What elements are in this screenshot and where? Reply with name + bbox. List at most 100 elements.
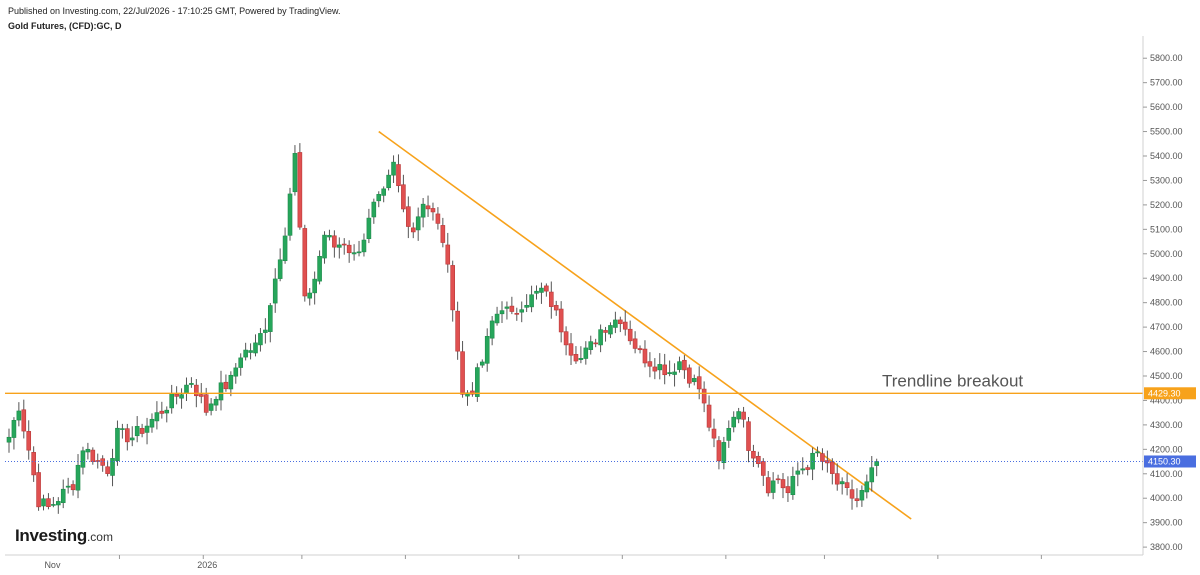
candle-up: [578, 358, 584, 360]
price-tick-label: 5300.00: [1150, 175, 1183, 185]
candle-up: [415, 216, 421, 231]
candle-down: [711, 428, 717, 439]
candle-down: [36, 472, 41, 508]
candle-down: [716, 440, 722, 462]
candle-down: [514, 313, 520, 315]
candle-up: [691, 378, 697, 383]
candle-up: [11, 420, 17, 438]
candle-up: [613, 319, 618, 328]
candle-down: [548, 291, 554, 307]
candle-down: [346, 244, 352, 254]
candle-up: [839, 481, 845, 485]
candle-down: [332, 235, 337, 248]
candle-up: [110, 458, 115, 476]
candle-up: [327, 235, 332, 238]
candle-up: [179, 394, 184, 399]
candle-up: [672, 371, 677, 375]
candle-up: [529, 294, 534, 308]
candle-down: [406, 206, 411, 227]
candle-up: [213, 398, 219, 406]
candle-up: [272, 278, 278, 304]
candle-down: [396, 164, 401, 187]
candle-up: [874, 461, 879, 466]
candle-up: [263, 329, 268, 333]
candle-down: [509, 305, 515, 312]
candle-up: [169, 393, 174, 409]
candle-down: [105, 466, 110, 474]
candle-up: [534, 290, 539, 294]
candle-down: [642, 348, 648, 364]
candle-up: [65, 485, 71, 488]
price-tick-label: 4800.00: [1150, 298, 1183, 308]
candle-up: [608, 325, 613, 335]
candle-down: [687, 367, 692, 384]
candle-down: [632, 338, 638, 349]
published-note: Published on Investing.com, 22/Jul/2026 …: [8, 6, 341, 16]
candle-down: [46, 498, 51, 507]
price-tick-label: 5100.00: [1150, 224, 1183, 234]
candle-down: [460, 351, 465, 395]
candle-down: [751, 450, 756, 459]
candle-down: [622, 321, 628, 330]
price-tick-label: 4200.00: [1150, 444, 1183, 454]
candle-down: [125, 428, 130, 443]
candle-down: [849, 489, 855, 499]
candle-down: [139, 428, 145, 434]
candle-up: [287, 193, 293, 236]
levels-layer: Trendline breakout: [5, 371, 1143, 462]
candle-up: [292, 153, 298, 193]
candle-up: [420, 203, 426, 218]
candle-down: [90, 449, 96, 462]
candle-up: [583, 347, 589, 359]
candle-up: [494, 313, 500, 324]
candle-up: [41, 498, 46, 507]
time-tick-label: 2026: [197, 560, 217, 570]
candle-up: [361, 239, 367, 253]
candle-up: [267, 305, 273, 332]
candle-up: [356, 251, 362, 254]
candle-up: [381, 188, 386, 196]
candle-up: [149, 418, 155, 428]
candle-up: [721, 442, 727, 463]
candle-down: [756, 455, 761, 465]
candle-up: [731, 416, 737, 428]
candle-up: [238, 357, 244, 368]
candle-up: [248, 350, 253, 353]
price-tick-label: 5200.00: [1150, 200, 1183, 210]
candle-up: [258, 333, 263, 346]
candle-up: [282, 235, 288, 262]
candle-up: [770, 480, 776, 493]
candle-up: [376, 194, 382, 202]
instrument-title: Gold Futures, (CFD):GC, D: [8, 21, 122, 31]
price-tick-label: 3900.00: [1150, 518, 1183, 528]
candle-down: [544, 285, 549, 292]
candle-down: [741, 411, 746, 420]
candle-down: [558, 308, 564, 333]
candle-down: [198, 394, 204, 397]
candle-down: [706, 404, 712, 428]
candle-up: [243, 349, 248, 358]
candle-down: [31, 452, 36, 476]
candle-up: [120, 428, 125, 430]
candle-up: [479, 361, 485, 366]
candle-up: [667, 372, 672, 375]
last-price-tag: 4150.30: [1148, 456, 1181, 466]
candle-up: [228, 374, 234, 390]
candle-down: [553, 305, 559, 311]
candle-up: [115, 427, 120, 461]
candle-down: [785, 486, 791, 494]
candle-up: [80, 450, 86, 468]
candle-up: [16, 410, 22, 421]
candle-up: [85, 448, 91, 453]
candle-down: [627, 328, 633, 342]
price-tick-label: 4300.00: [1150, 420, 1183, 430]
candle-down: [450, 265, 456, 311]
candle-down: [760, 461, 766, 476]
candle-down: [445, 244, 451, 265]
candle-down: [203, 394, 209, 413]
price-tick-label: 4900.00: [1150, 273, 1183, 283]
candle-up: [208, 403, 214, 411]
candle-down: [425, 205, 431, 210]
